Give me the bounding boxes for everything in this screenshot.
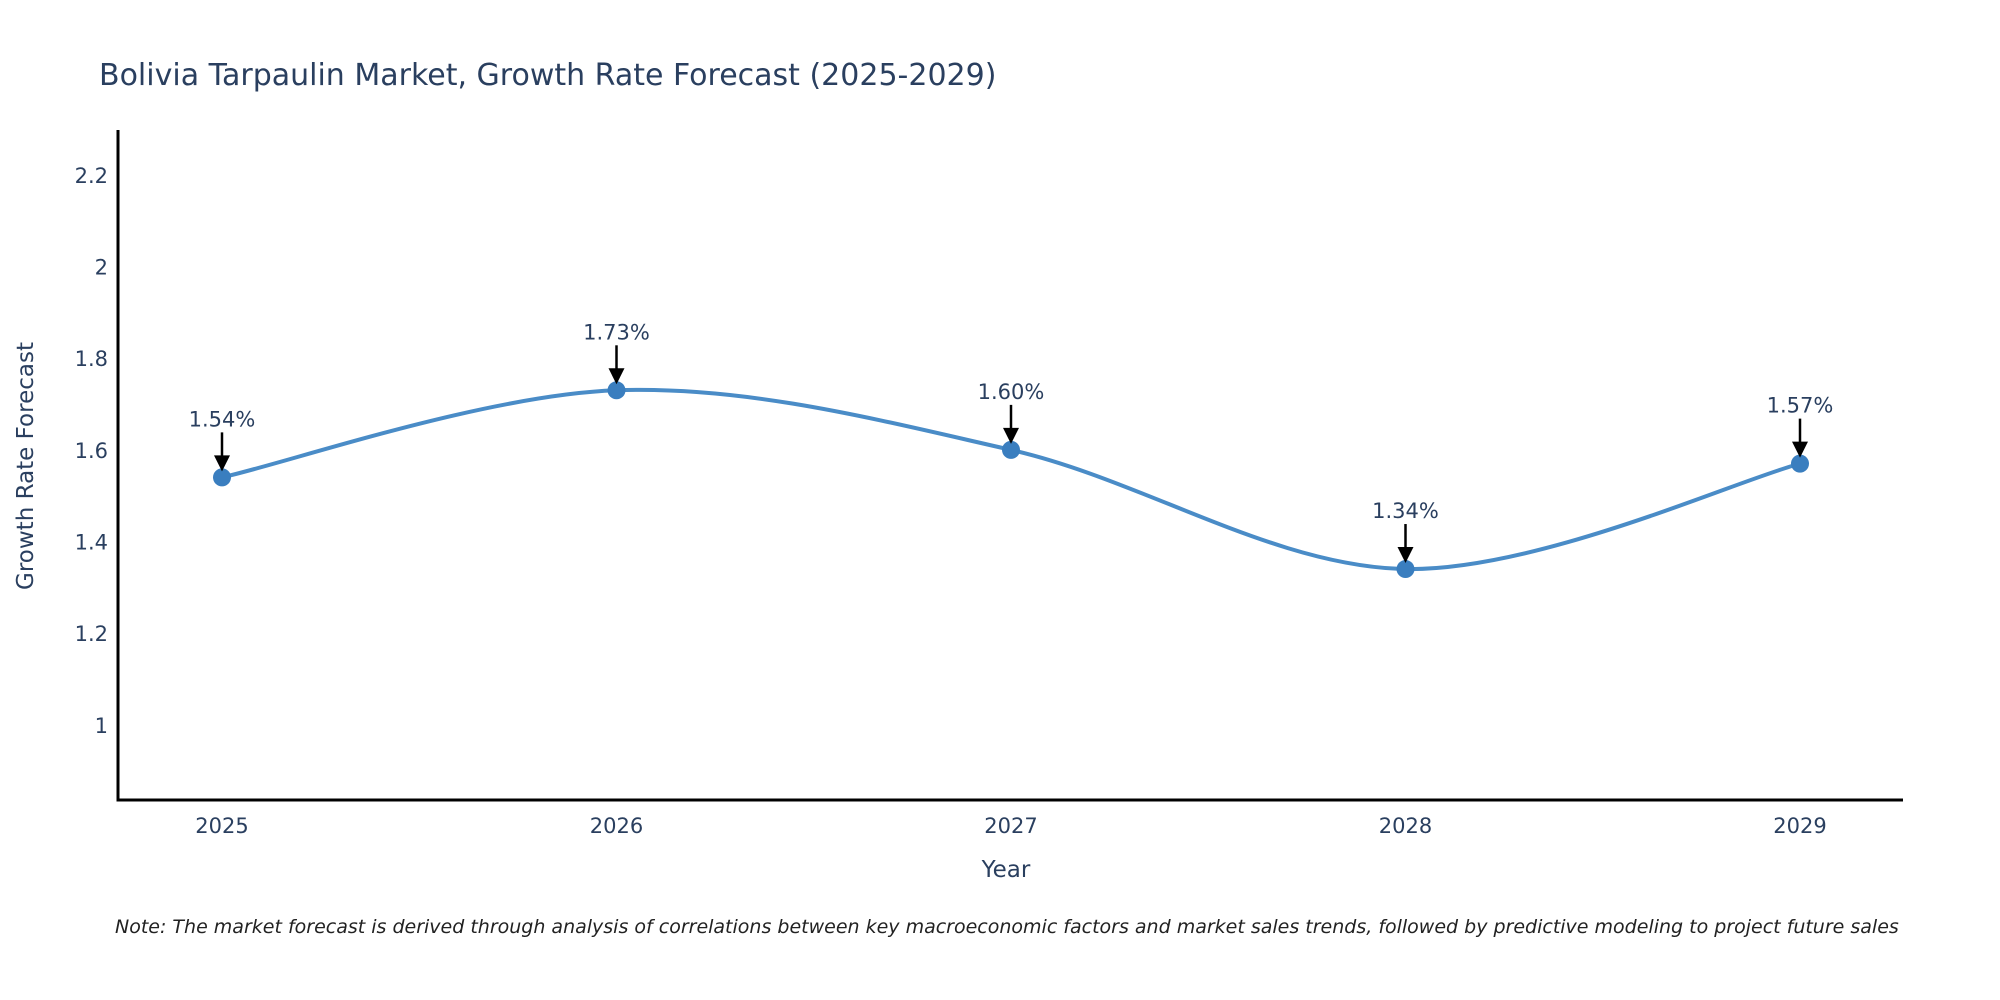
data-point — [1002, 440, 1020, 459]
data-point — [213, 468, 231, 487]
annotation-label: 1.34% — [1372, 499, 1439, 523]
annotation-arrow-head — [1003, 427, 1019, 444]
x-axis-title: Year — [981, 857, 1031, 883]
y-tick-label: 2 — [95, 256, 108, 280]
annotation-label: 1.60% — [978, 380, 1045, 404]
y-tick-label: 1 — [95, 714, 108, 738]
y-tick-label: 1.8 — [75, 347, 108, 371]
x-tick-label: 2028 — [1379, 814, 1432, 838]
annotation-arrow-head — [214, 455, 230, 472]
y-tick-label: 1.4 — [75, 531, 108, 555]
data-point — [1791, 454, 1809, 473]
annotation-arrow-head — [1397, 547, 1414, 564]
y-tick-label: 1.6 — [75, 439, 108, 463]
x-tick-label: 2026 — [590, 814, 643, 838]
annotation-arrow-head — [608, 368, 625, 385]
annotation-label: 1.73% — [583, 320, 650, 344]
data-point — [607, 381, 626, 400]
x-tick-label: 2029 — [1773, 814, 1826, 838]
x-tick-label: 2025 — [195, 814, 248, 838]
annotation-arrow-head — [1792, 441, 1808, 458]
y-tick-label: 1.2 — [75, 622, 108, 646]
footnote: Note: The market forecast is derived thr… — [115, 916, 1899, 938]
annotation-label: 1.54% — [189, 407, 256, 431]
annotation-label: 1.57% — [1767, 394, 1834, 418]
chart-title: Bolivia Tarpaulin Market, Growth Rate Fo… — [99, 58, 997, 94]
x-tick-label: 2027 — [984, 814, 1037, 838]
data-point — [1396, 560, 1415, 579]
y-tick-label: 2.2 — [75, 164, 108, 188]
